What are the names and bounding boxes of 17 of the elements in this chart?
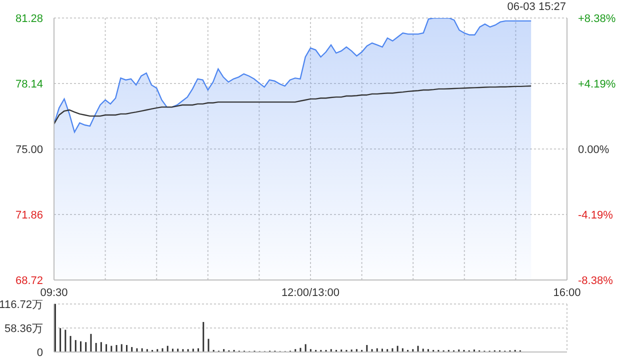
x-tick-label: 16:00 bbox=[553, 286, 581, 299]
y-tick-label: 58.36万 bbox=[4, 323, 43, 335]
y2-tick-label: -8.38% bbox=[578, 275, 614, 287]
x-tick-label: 09:30 bbox=[40, 286, 68, 299]
y-tick-label: 81.28 bbox=[15, 13, 43, 25]
text: 06-03 15:27 bbox=[507, 1, 566, 13]
y2-tick-label: +4.19% bbox=[578, 78, 616, 90]
y-tick-label: 78.14 bbox=[15, 78, 43, 90]
y-tick-label: 68.72 bbox=[15, 275, 43, 287]
y2-tick-label: 0.00% bbox=[578, 144, 610, 156]
y-tick-label: 75.00 bbox=[15, 144, 43, 156]
y-tick-label: 116.72万 bbox=[0, 299, 43, 311]
y-tick-label: 0 bbox=[36, 347, 43, 359]
y-tick-label: 71.86 bbox=[15, 210, 43, 222]
y2-tick-label: -4.19% bbox=[578, 210, 614, 222]
x-tick-label: 12:00/13:00 bbox=[281, 286, 340, 299]
y2-tick-label: +8.38% bbox=[578, 13, 616, 25]
